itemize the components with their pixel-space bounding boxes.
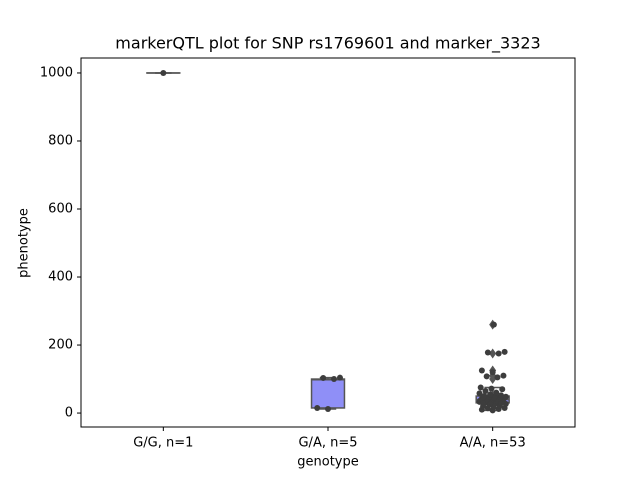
point	[336, 374, 343, 381]
point	[325, 405, 331, 412]
box	[310, 378, 346, 409]
point	[160, 69, 167, 76]
point	[501, 348, 508, 355]
flier	[489, 348, 497, 359]
point	[502, 393, 509, 400]
y-tick-label: 400	[48, 270, 73, 285]
point	[495, 350, 502, 357]
y-tick-label: 0	[65, 406, 73, 421]
point	[500, 372, 507, 379]
x-tick-label: G/G, n=1	[133, 436, 193, 451]
point	[481, 393, 488, 400]
point	[478, 367, 485, 374]
point	[484, 349, 491, 356]
point	[483, 373, 490, 380]
point	[494, 374, 501, 381]
point	[489, 369, 496, 376]
point	[498, 392, 505, 399]
x-tick-label: G/A, n=5	[298, 436, 357, 451]
point	[476, 390, 483, 397]
y-tick-label: 1000	[40, 65, 73, 80]
y-tick-label: 600	[48, 202, 73, 217]
point	[330, 376, 337, 383]
point	[499, 386, 506, 393]
y-axis-label: phenotype	[17, 208, 32, 278]
point	[477, 384, 484, 391]
x-tick-label: A/A, n=53	[460, 436, 526, 451]
point	[314, 404, 321, 411]
point	[482, 387, 489, 394]
point	[490, 321, 497, 328]
chart-title: markerQTL plot for SNP rs1769601 and mar…	[115, 34, 540, 54]
point	[320, 375, 327, 382]
y-tick-label: 800	[48, 133, 73, 148]
point	[487, 391, 494, 398]
point	[480, 400, 487, 407]
y-tick-label: 200	[48, 338, 73, 353]
plot-frame	[80, 57, 576, 428]
x-axis-label: genotype	[297, 455, 358, 470]
point	[488, 385, 495, 392]
point	[493, 389, 500, 396]
